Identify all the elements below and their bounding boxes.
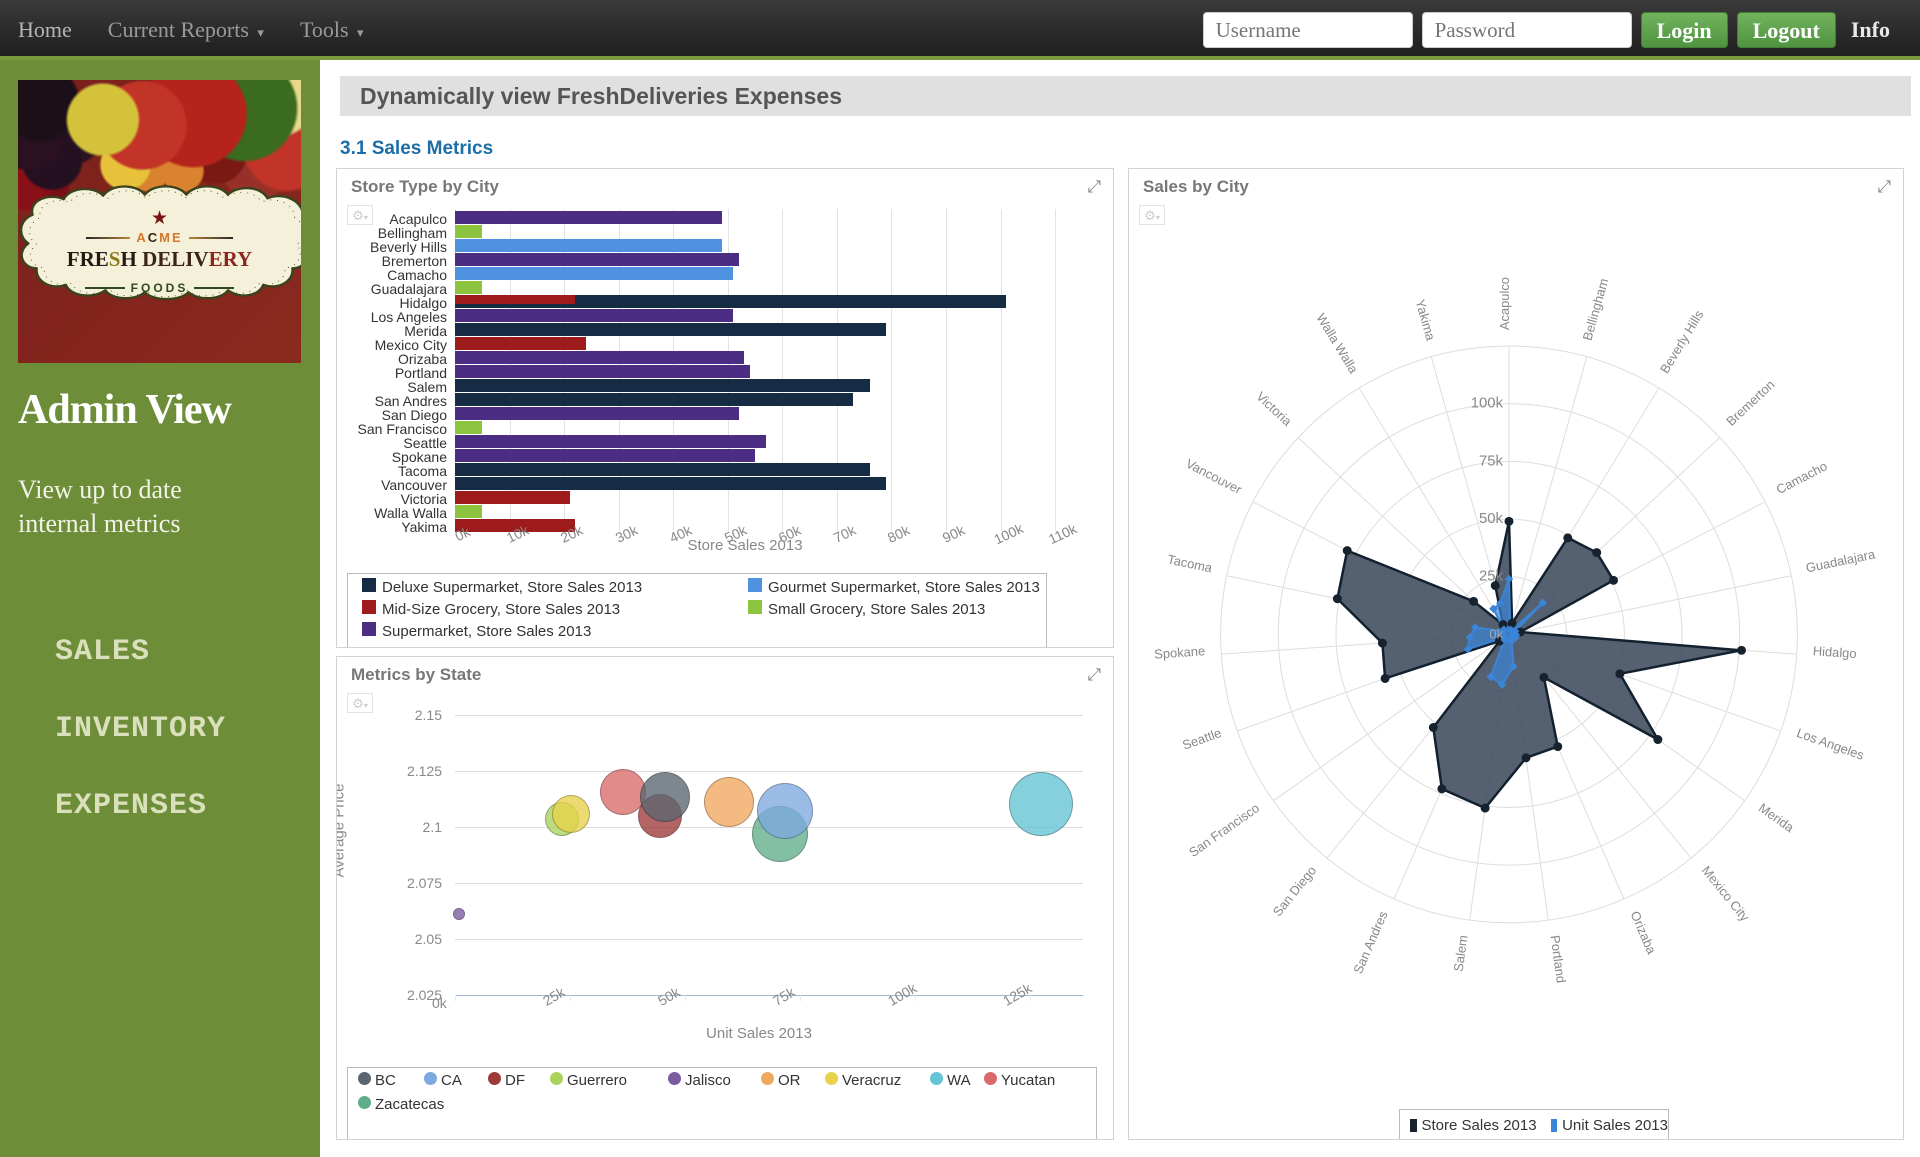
svg-text:Walla Walla: Walla Walla — [1313, 311, 1361, 377]
svg-text:San Andres: San Andres — [1350, 909, 1390, 976]
svg-text:50k: 50k — [1479, 511, 1504, 527]
svg-text:100k: 100k — [1471, 396, 1504, 412]
svg-text:Bremerton: Bremerton — [1723, 377, 1777, 429]
svg-text:San Diego: San Diego — [1270, 863, 1320, 919]
svg-text:Merida: Merida — [1756, 800, 1798, 835]
svg-text:0k: 0k — [1489, 626, 1503, 641]
svg-text:25k: 25k — [1479, 569, 1504, 585]
svg-text:Yakima: Yakima — [1413, 298, 1439, 343]
svg-text:Hidalgo: Hidalgo — [1812, 643, 1857, 661]
svg-text:Salem: Salem — [1451, 934, 1471, 972]
svg-text:Acapulco: Acapulco — [1497, 277, 1512, 330]
svg-text:Orizaba: Orizaba — [1627, 909, 1659, 957]
svg-text:Guadalajara: Guadalajara — [1805, 546, 1878, 575]
svg-text:Mexico City: Mexico City — [1699, 863, 1753, 925]
svg-text:Bellingham: Bellingham — [1580, 277, 1612, 343]
svg-text:Tacoma: Tacoma — [1166, 552, 1214, 576]
svg-text:Spokane: Spokane — [1154, 643, 1206, 661]
svg-text:San Francisco: San Francisco — [1186, 800, 1262, 860]
svg-text:Portland: Portland — [1547, 934, 1568, 984]
svg-text:75k: 75k — [1479, 453, 1504, 469]
svg-text:Vancouver: Vancouver — [1183, 456, 1244, 498]
svg-text:Victoria: Victoria — [1253, 389, 1295, 430]
svg-text:Beverly Hills: Beverly Hills — [1657, 307, 1707, 375]
svg-text:Seattle: Seattle — [1180, 725, 1223, 753]
svg-text:Camacho: Camacho — [1774, 458, 1830, 497]
svg-text:Los Angeles: Los Angeles — [1795, 725, 1866, 763]
